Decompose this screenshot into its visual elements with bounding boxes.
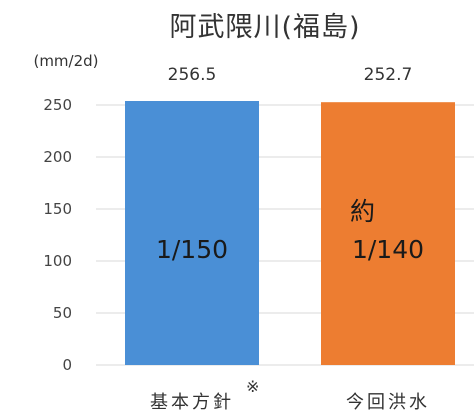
y-tick-label: 0 <box>62 356 72 374</box>
y-tick-label: 200 <box>43 148 72 166</box>
bar-inner-label: 1/150 <box>156 235 228 264</box>
x-category-label: 今回洪水 <box>346 392 430 413</box>
data-label: 252.7 <box>364 65 413 85</box>
y-axis-ticks: 0 50 100 150 200 250 <box>43 96 72 374</box>
y-tick-label: 150 <box>43 200 72 218</box>
bar-labels: 256.5 1/150 基本方針 252.7 約 1/140 今回洪水 ※ <box>150 65 430 413</box>
y-tick-label: 250 <box>43 96 72 114</box>
data-label: 256.5 <box>168 65 217 85</box>
bars <box>125 101 455 365</box>
chart-title: 阿武隈川(福島) <box>169 12 360 43</box>
y-axis-unit: (mm/2d) <box>33 52 98 70</box>
category-note-mark: ※ <box>246 377 259 396</box>
bar <box>125 101 259 365</box>
y-tick-label: 100 <box>43 252 72 270</box>
bar-inner-label: 1/140 <box>352 235 424 264</box>
bar <box>321 102 455 365</box>
bar-inner-label: 約 <box>350 197 375 226</box>
x-category-label: 基本方針 <box>150 392 234 413</box>
y-tick-label: 50 <box>53 304 72 322</box>
